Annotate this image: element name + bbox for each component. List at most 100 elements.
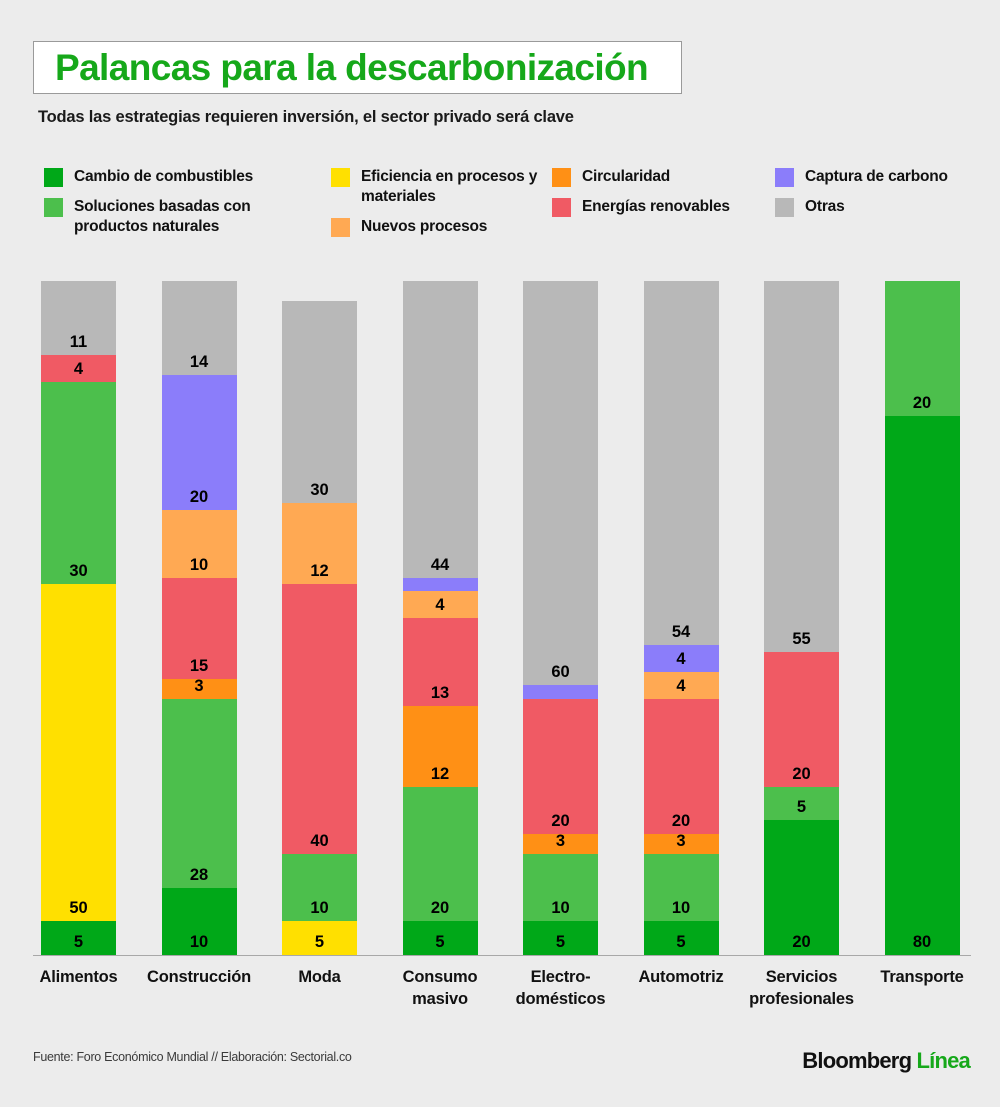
- bar-segment-renewables: 15: [161, 577, 237, 679]
- legend-item-efficiency: Eficiencia en procesos y materiales: [331, 167, 551, 207]
- x-axis-labels: Alimentos Construcción Moda Consumo masivo El…: [33, 966, 971, 1028]
- segment-value-label: 13: [430, 683, 450, 702]
- brand-name-secondary: Línea: [916, 1048, 971, 1073]
- x-axis-label-line: Servicios: [765, 968, 838, 986]
- x-axis-label-line: Electro-: [530, 968, 591, 986]
- legend-swatch-fuel_switch: [44, 168, 63, 187]
- legend-label-circularity: Circularidad: [582, 168, 671, 185]
- bar-segment-renewables: 20: [643, 698, 719, 834]
- bar-segment-others: 44: [402, 281, 478, 578]
- segment-value-label: 14: [189, 353, 209, 372]
- segment-value-label: 15: [189, 656, 209, 675]
- x-axis-label-line: Consumo: [402, 968, 478, 986]
- segment-value-label: 10: [189, 555, 209, 574]
- bar-column-transporte: 80 20: [884, 281, 960, 955]
- segment-value-label: 30: [310, 481, 329, 500]
- legend-swatch-circularity: [552, 168, 571, 187]
- page-title: Palancas para la descarbonización: [55, 46, 649, 88]
- bar-segment-circularity: 3: [161, 676, 237, 699]
- chart-legend: Cambio de combustibles Soluciones basadas…: [44, 167, 984, 257]
- x-axis-label: Construcción: [139, 966, 259, 988]
- bar-column-automotriz: 5 10 3 20 4 4 54: [643, 281, 719, 955]
- segment-value-label: 54: [671, 623, 691, 641]
- segment-value-label: 4: [435, 596, 445, 615]
- stacked-bar: 20 5 20 55: [764, 281, 839, 955]
- stacked-bar: 5 10 3 20 60: [523, 281, 598, 955]
- legend-item-renewables: Energías renovables: [552, 197, 777, 217]
- legend-column: Circularidad Energías renovables: [552, 167, 777, 227]
- bar-segment-circularity: 3: [523, 831, 598, 854]
- legend-item-new_processes: Nuevos procesos: [331, 217, 551, 237]
- bar-segment-others: 54: [643, 281, 719, 645]
- segment-value-label: 3: [555, 831, 566, 850]
- segment-value-label: 20: [792, 764, 811, 783]
- segment-value-label: 80: [912, 933, 932, 951]
- legend-label-nature_based: Soluciones basadas con productos natural…: [74, 198, 251, 235]
- segment-value-label: 10: [671, 899, 691, 918]
- segment-value-label: 4: [73, 360, 84, 379]
- segment-value-label: 4: [676, 676, 686, 695]
- bar-segment-others: 55: [764, 281, 839, 652]
- bar-column-servicios-profesionales: 20 5 20 55: [764, 281, 839, 955]
- page-subtitle: Todas las estrategias requieren inversió…: [38, 108, 574, 126]
- bar-segment-nature_based: 5: [764, 786, 839, 821]
- bar-segment-others: 11: [41, 281, 116, 356]
- bar-segment-new_processes: 12: [282, 503, 357, 585]
- bar-segment-nature_based: 10: [282, 853, 357, 922]
- x-axis-label-line: profesionales: [749, 990, 854, 1008]
- bar-column-consumo-masivo: 5 20 12 13 4 44: [402, 281, 478, 955]
- stacked-bar: 5 10 3 20 4 4 54: [643, 281, 719, 955]
- bar-segment-renewables: 13: [402, 618, 478, 706]
- segment-value-label: 20: [551, 811, 570, 830]
- bar-segment-carbon_capture: 20: [161, 375, 237, 511]
- bar-segment-renewables: 4: [41, 355, 116, 383]
- bar-segment-nature_based: 30: [41, 382, 116, 585]
- segment-value-label: 55: [792, 629, 811, 648]
- x-axis-label: Consumo masivo: [380, 966, 500, 1010]
- bar-segment-nature_based: 20: [402, 786, 478, 922]
- legend-item-others: Otras: [775, 197, 995, 217]
- bar-segment-circularity: 12: [402, 705, 478, 787]
- segment-value-label: 3: [676, 831, 686, 850]
- segment-value-label: 40: [310, 831, 329, 850]
- segment-value-label: 20: [430, 899, 450, 918]
- brand-name-primary: Bloomberg: [802, 1048, 912, 1073]
- x-axis-label: Electro-domésticos: [501, 966, 621, 1010]
- legend-column: Captura de carbono Otras: [775, 167, 995, 227]
- segment-value-label: 12: [310, 562, 329, 581]
- segment-value-label: 20: [912, 393, 932, 412]
- bar-segment-fuel_switch: 5: [643, 921, 719, 955]
- segment-value-label: 4: [676, 649, 686, 668]
- legend-label-new_processes: Nuevos procesos: [361, 218, 488, 235]
- segment-value-label: 3: [194, 676, 204, 695]
- segment-value-label: 50: [69, 899, 88, 918]
- legend-item-nature_based: Soluciones basadas con productos natural…: [44, 197, 294, 237]
- bar-segment-others: 14: [161, 281, 237, 376]
- bar-segment-fuel_switch: 5: [402, 921, 478, 955]
- segment-value-label: 28: [189, 865, 209, 884]
- legend-swatch-efficiency: [331, 168, 350, 187]
- segment-value-label: 11: [69, 333, 88, 352]
- bar-segment-others: 60: [523, 281, 598, 686]
- legend-swatch-new_processes: [331, 218, 350, 237]
- brand-logo: Bloomberg Línea: [802, 1048, 971, 1074]
- bar-column-moda: 5 10 40 12 30: [282, 281, 357, 955]
- x-axis-label-line: masivo: [412, 990, 468, 1008]
- bar-segment-nature_based: 28: [161, 698, 237, 888]
- stacked-bar: 5 20 12 13 4 44: [402, 281, 478, 955]
- bar-segment-new_processes: 10: [161, 510, 237, 578]
- bar-segment-nature_based: 20: [884, 281, 960, 416]
- bar-segment-new_processes: 4: [643, 671, 719, 699]
- stacked-bar: 10 28 3 15 10 20 14: [161, 281, 237, 955]
- segment-value-label: 5: [676, 933, 686, 951]
- bar-segment-fuel_switch: 10: [161, 887, 237, 955]
- legend-swatch-renewables: [552, 198, 571, 217]
- x-axis-label-line: domésticos: [515, 990, 606, 1008]
- bar-segment-fuel_switch: 80: [884, 415, 960, 955]
- bar-segment-fuel_switch: 5: [41, 921, 116, 955]
- x-axis-label: Alimentos: [19, 966, 139, 988]
- legend-label-renewables: Energías renovables: [582, 198, 730, 215]
- bar-segment-circularity: 3: [643, 831, 719, 854]
- bar-column-construcci-n: 10 28 3 15 10 20 14: [161, 281, 237, 955]
- stacked-bar: 5 10 40 12 30: [282, 301, 357, 955]
